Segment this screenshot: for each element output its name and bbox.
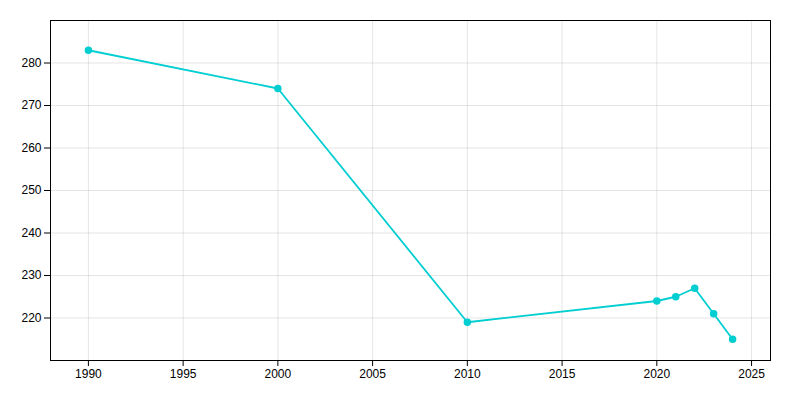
svg-text:270: 270 xyxy=(21,98,41,112)
svg-text:2005: 2005 xyxy=(359,367,386,381)
svg-text:2015: 2015 xyxy=(549,367,576,381)
svg-text:1990: 1990 xyxy=(75,367,102,381)
svg-text:280: 280 xyxy=(21,56,41,70)
svg-text:260: 260 xyxy=(21,141,41,155)
svg-text:2010: 2010 xyxy=(454,367,481,381)
svg-text:230: 230 xyxy=(21,268,41,282)
svg-text:250: 250 xyxy=(21,183,41,197)
svg-text:2020: 2020 xyxy=(643,367,670,381)
svg-text:2025: 2025 xyxy=(738,367,765,381)
svg-text:220: 220 xyxy=(21,311,41,325)
svg-text:2000: 2000 xyxy=(265,367,292,381)
svg-text:1995: 1995 xyxy=(170,367,197,381)
svg-text:240: 240 xyxy=(21,226,41,240)
